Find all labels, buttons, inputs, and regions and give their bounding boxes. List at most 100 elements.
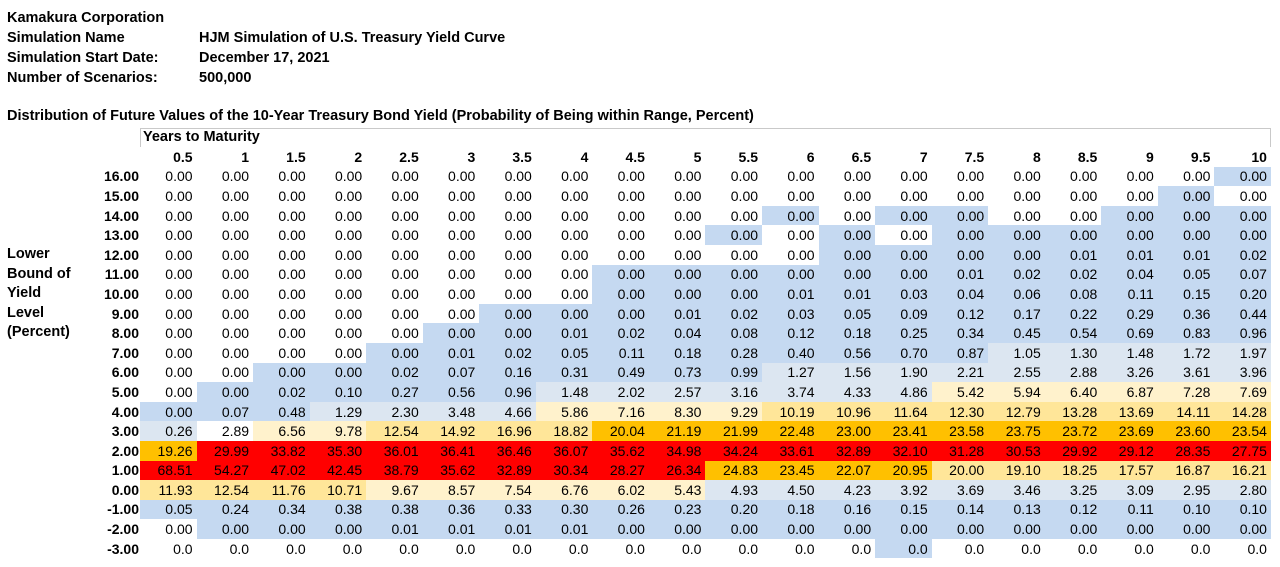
column-header: 5.5 [738, 148, 759, 165]
table-cell: 0.28 [705, 342, 763, 363]
table-cell: 12.54 [196, 480, 254, 500]
table-cell: 0.0 [140, 538, 197, 559]
table-cell: 29.12 [1101, 440, 1158, 461]
column-header: 5 [693, 148, 702, 165]
table-cell: 0.00 [196, 166, 254, 187]
row-header: 8.00 [111, 325, 139, 342]
row-header: -1.00 [107, 501, 139, 518]
table-cell: 35.62 [592, 440, 649, 461]
table-cell: 0.02 [253, 382, 310, 402]
table-cell: 0.00 [479, 284, 536, 304]
table-row: 12.00 0.00 0.00 0.00 0.00 0.00 0.00 0.00 0.00 0.0… [84, 244, 1271, 265]
table-cell: 2.57 [648, 382, 706, 402]
table-cell: 0.17 [988, 303, 1045, 324]
table-cell: 0.0 [988, 538, 1045, 559]
table-cell: 0.26 [140, 421, 197, 441]
row-header: 1.00 [111, 462, 139, 479]
row-axis-label: Lower Bound of Yield Level (Percent) [7, 245, 71, 343]
table-cell: 0.00 [762, 244, 819, 265]
table-cell: 0.0 [592, 538, 649, 559]
table-cell: 36.41 [422, 440, 480, 461]
table-cell: 0.00 [253, 186, 310, 206]
simulation-name-row: Simulation Name HJM Simulation of U.S. T… [7, 28, 505, 48]
table-cell: 0.00 [479, 225, 536, 245]
table-cell: 30.34 [535, 460, 593, 481]
table-cell: 7.28 [1157, 382, 1215, 402]
table-cell: 0.00 [648, 205, 706, 226]
table-cell: 21.99 [705, 421, 763, 441]
table-row: 8.00 0.00 0.00 0.00 0.00 0.00 0.00 0.00 0.01 0.02… [84, 323, 1271, 343]
table-cell: 0.00 [196, 244, 254, 265]
table-cell: 0.31 [535, 362, 593, 383]
table-cell: 0.03 [762, 303, 819, 324]
table-cell: 0.12 [762, 323, 819, 343]
table-cell: 29.92 [1044, 440, 1102, 461]
table-cell: 0.00 [422, 166, 480, 187]
table-cell: 9.78 [309, 421, 367, 441]
table-cell: 0.00 [931, 519, 989, 539]
table-cell: 0.00 [931, 225, 989, 245]
table-cell: 0.0 [1157, 538, 1215, 559]
table-cell: 0.00 [1044, 186, 1102, 206]
table-cell: 0.00 [196, 519, 254, 539]
row-header: 6.00 [111, 364, 139, 381]
table-cell: 4.23 [818, 480, 876, 500]
table-cell: 0.00 [196, 342, 254, 363]
table-cell: 0.05 [140, 499, 197, 520]
table-row: 14.00 0.00 0.00 0.00 0.00 0.00 0.00 0.00 0.00 0.0… [84, 205, 1271, 226]
table-cell: 0.00 [309, 342, 367, 363]
table-cell: 0.00 [140, 382, 197, 402]
table-cell: 2.88 [1044, 362, 1102, 383]
table-cell: 3.69 [931, 480, 989, 500]
table-cell: 0.01 [535, 519, 593, 539]
table-cell: 0.07 [422, 362, 480, 383]
table-cell: 0.10 [1214, 499, 1271, 520]
table-cell: 13.28 [1044, 401, 1102, 422]
table-cell: 0.00 [253, 264, 310, 285]
table-cell: 6.02 [592, 480, 649, 500]
table-cell: 0.00 [818, 264, 876, 285]
table-cell: 0.00 [309, 362, 367, 383]
table-cell: 0.00 [535, 166, 593, 187]
table-cell: 0.15 [1157, 284, 1215, 304]
table-cell: 0.00 [535, 186, 593, 206]
table-cell: 42.45 [309, 460, 367, 481]
table-cell: 0.00 [648, 166, 706, 187]
row-header: 9.00 [111, 305, 139, 322]
table-cell: 0.00 [479, 186, 536, 206]
table-cell: 32.89 [818, 440, 876, 461]
table-cell: 0.00 [648, 284, 706, 304]
column-header: 3 [467, 148, 476, 165]
row-header: 14.00 [103, 207, 139, 224]
table-cell: 0.00 [196, 362, 254, 383]
table-cell: 0.16 [479, 362, 536, 383]
table-cell: 0.00 [309, 323, 367, 343]
table-cell: 0.14 [931, 499, 989, 520]
table-cell: 0.87 [931, 342, 989, 363]
section-title: Distribution of Future Values of the 10-… [7, 108, 754, 124]
table-cell: 0.01 [1101, 244, 1158, 265]
table-cell: 0.00 [140, 519, 197, 539]
table-cell: 0.00 [253, 244, 310, 265]
table-cell: 68.51 [140, 460, 197, 481]
table-cell: 11.76 [253, 480, 310, 500]
row-header: 10.00 [103, 285, 139, 302]
table-cell: 0.01 [535, 323, 593, 343]
column-header: 7 [919, 148, 928, 165]
table-cell: 0.00 [592, 264, 649, 285]
table-cell: 0.26 [592, 499, 649, 520]
table-cell: 0.07 [1214, 264, 1271, 285]
table-cell: 3.25 [1044, 480, 1102, 500]
table-cell: 0.00 [253, 342, 310, 363]
table-cell: 0.00 [196, 225, 254, 245]
table-cell: 0.00 [988, 186, 1045, 206]
table-row: 3.00 0.26 2.89 6.56 9.78 12.54 14.92 16.96 18.82… [84, 421, 1271, 441]
table-cell: 0.02 [366, 362, 423, 383]
table-cell: 0.02 [705, 303, 763, 324]
table-cell: 0.0 [422, 538, 480, 559]
table-cell: 0.00 [366, 205, 423, 226]
table-cell: 5.42 [931, 382, 989, 402]
table-cell: 0.54 [1044, 323, 1102, 343]
table-cell: 23.60 [1157, 421, 1215, 441]
table-cell: 0.00 [309, 519, 367, 539]
